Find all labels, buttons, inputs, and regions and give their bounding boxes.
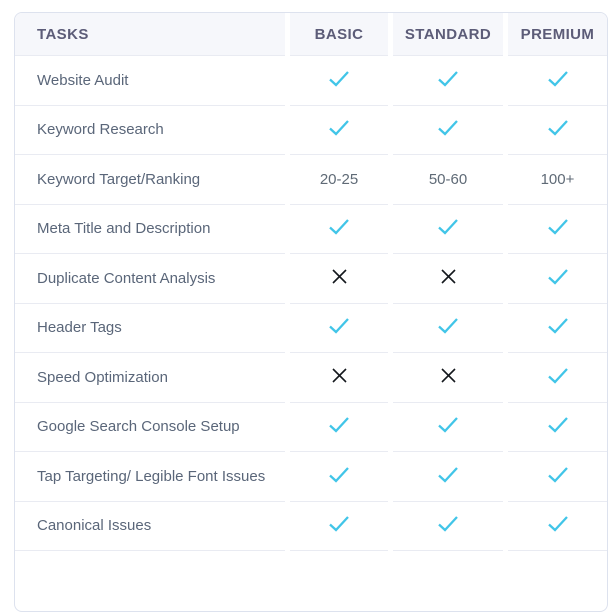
table-row: Speed Optimization	[15, 353, 607, 403]
table-body: Website Audit Keyword Research Keyword Tar…	[15, 56, 607, 551]
check-icon	[437, 119, 459, 136]
standard-cell	[393, 254, 503, 304]
header-row: TASKS BASIC STANDARD PREMIUM	[15, 13, 607, 56]
premium-cell	[508, 56, 607, 106]
task-label: Duplicate Content Analysis	[15, 254, 285, 304]
task-label: Tap Targeting/ Legible Font Issues	[15, 452, 285, 502]
table-row: Header Tags	[15, 303, 607, 353]
basic-cell: 20-25	[290, 155, 388, 205]
check-icon	[437, 515, 459, 532]
check-icon	[437, 70, 459, 87]
table-row: Website Audit	[15, 56, 607, 106]
task-label: Google Search Console Setup	[15, 402, 285, 452]
check-icon	[328, 515, 350, 532]
standard-cell	[393, 105, 503, 155]
check-icon	[328, 218, 350, 235]
premium-cell	[508, 402, 607, 452]
table-row: Canonical Issues	[15, 501, 607, 551]
basic-cell	[290, 204, 388, 254]
standard-cell: 50-60	[393, 155, 503, 205]
check-icon	[328, 466, 350, 483]
check-icon	[547, 218, 569, 235]
column-header-tasks: TASKS	[15, 13, 285, 56]
check-icon	[437, 466, 459, 483]
check-icon	[547, 367, 569, 384]
task-label: Canonical Issues	[15, 501, 285, 551]
check-icon	[547, 466, 569, 483]
premium-cell	[508, 105, 607, 155]
basic-cell	[290, 56, 388, 106]
check-icon	[547, 317, 569, 334]
column-header-standard: STANDARD	[393, 13, 503, 56]
premium-cell	[508, 353, 607, 403]
premium-cell	[508, 303, 607, 353]
standard-cell	[393, 56, 503, 106]
standard-cell	[393, 204, 503, 254]
x-icon	[331, 367, 348, 384]
table-row: Keyword Research	[15, 105, 607, 155]
basic-cell	[290, 105, 388, 155]
task-label: Keyword Target/Ranking	[15, 155, 285, 205]
standard-cell	[393, 353, 503, 403]
premium-cell: 100+	[508, 155, 607, 205]
check-icon	[547, 119, 569, 136]
table-row: Google Search Console Setup	[15, 402, 607, 452]
check-icon	[437, 218, 459, 235]
check-icon	[328, 317, 350, 334]
check-icon	[547, 268, 569, 285]
task-label: Keyword Research	[15, 105, 285, 155]
check-icon	[328, 70, 350, 87]
basic-cell	[290, 353, 388, 403]
column-header-basic: BASIC	[290, 13, 388, 56]
basic-cell	[290, 303, 388, 353]
check-icon	[328, 416, 350, 433]
premium-cell	[508, 254, 607, 304]
task-label: Speed Optimization	[15, 353, 285, 403]
check-icon	[547, 416, 569, 433]
column-header-premium: PREMIUM	[508, 13, 607, 56]
basic-cell	[290, 254, 388, 304]
task-label: Website Audit	[15, 56, 285, 106]
x-icon	[331, 268, 348, 285]
standard-cell	[393, 501, 503, 551]
x-icon	[440, 268, 457, 285]
premium-cell	[508, 501, 607, 551]
basic-cell	[290, 402, 388, 452]
basic-cell	[290, 452, 388, 502]
standard-cell	[393, 303, 503, 353]
task-label: Header Tags	[15, 303, 285, 353]
table-row: Tap Targeting/ Legible Font Issues	[15, 452, 607, 502]
basic-cell	[290, 501, 388, 551]
premium-cell	[508, 452, 607, 502]
check-icon	[547, 515, 569, 532]
standard-cell	[393, 402, 503, 452]
pricing-comparison-card: TASKS BASIC STANDARD PREMIUM Website Aud…	[14, 12, 608, 612]
task-label: Meta Title and Description	[15, 204, 285, 254]
check-icon	[547, 70, 569, 87]
check-icon	[437, 416, 459, 433]
table-row: Keyword Target/Ranking 20-25 50-60 100+	[15, 155, 607, 205]
check-icon	[328, 119, 350, 136]
check-icon	[437, 317, 459, 334]
table-row: Meta Title and Description	[15, 204, 607, 254]
x-icon	[440, 367, 457, 384]
standard-cell	[393, 452, 503, 502]
table-row: Duplicate Content Analysis	[15, 254, 607, 304]
premium-cell	[508, 204, 607, 254]
tasks-comparison-table: TASKS BASIC STANDARD PREMIUM Website Aud…	[15, 13, 607, 551]
